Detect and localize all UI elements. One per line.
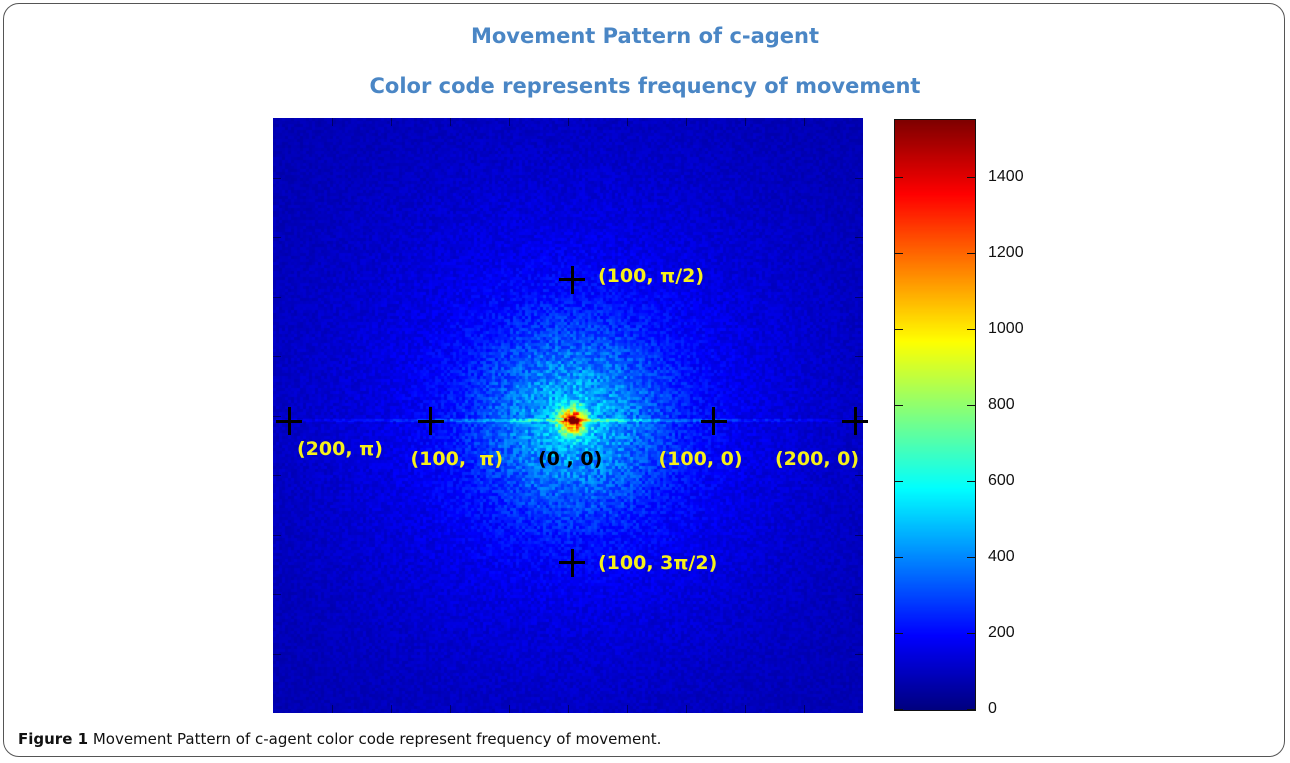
plot-edge-tick xyxy=(273,594,281,595)
point-label: (200, π) xyxy=(297,438,383,460)
colorbar-tick-left xyxy=(895,557,903,558)
plot-edge-tick xyxy=(855,535,863,536)
colorbar-tick-left xyxy=(895,481,903,482)
plot-edge-tick xyxy=(332,705,333,713)
colorbar-tick-left xyxy=(895,709,903,710)
colorbar-tick-label: 600 xyxy=(988,472,1015,489)
colorbar-tick-right xyxy=(967,557,975,558)
caption-label: Figure 1 xyxy=(18,730,89,748)
caption-text: Movement Pattern of c-agent color code r… xyxy=(92,730,662,748)
colorbar-tick-left xyxy=(895,329,903,330)
point-label: (0 , 0) xyxy=(538,448,603,470)
plot-edge-tick xyxy=(686,118,687,126)
colorbar-tick-right xyxy=(967,481,975,482)
colorbar-tick-left xyxy=(895,405,903,406)
plot-edge-tick xyxy=(855,594,863,595)
plot-edge-tick xyxy=(273,475,281,476)
colorbar-tick-right xyxy=(967,177,975,178)
plot-edge-tick xyxy=(855,654,863,655)
point-label: (100, π) xyxy=(410,448,504,470)
plot-edge-tick xyxy=(627,118,628,126)
colorbar-tick-right xyxy=(967,329,975,330)
colorbar-tick-left xyxy=(895,253,903,254)
plot-edge-tick xyxy=(568,118,569,126)
plot-edge-tick xyxy=(745,705,746,713)
plot-edge-tick xyxy=(391,118,392,126)
plot-edge-tick xyxy=(855,237,863,238)
plot-edge-tick xyxy=(273,535,281,536)
colorbar-tick-right xyxy=(967,253,975,254)
plot-edge-tick xyxy=(450,705,451,713)
figure-caption: Figure 1 Movement Pattern of c-agent col… xyxy=(18,730,661,748)
colorbar-tick-label: 1400 xyxy=(988,168,1024,185)
plot-edge-tick xyxy=(686,705,687,713)
colorbar-tick-label: 0 xyxy=(988,700,997,717)
plot-edge-tick xyxy=(273,356,281,357)
chart-subtitle: Color code represents frequency of movem… xyxy=(369,74,921,98)
point-label: (200, 0) xyxy=(775,448,860,470)
plot-edge-tick xyxy=(855,416,863,417)
plot-edge-tick xyxy=(568,705,569,713)
plot-edge-tick xyxy=(627,705,628,713)
plot-edge-tick xyxy=(804,118,805,126)
plot-edge-tick xyxy=(745,118,746,126)
plot-edge-tick xyxy=(450,118,451,126)
point-label: (100, 0) xyxy=(658,448,743,470)
colorbar-tick-label: 800 xyxy=(988,396,1015,413)
colorbar-tick-left xyxy=(895,177,903,178)
colorbar-tick-right xyxy=(967,405,975,406)
colorbar-tick-label: 1000 xyxy=(988,320,1024,337)
point-label: (100, π/2) xyxy=(598,264,705,287)
plot-edge-tick xyxy=(273,297,281,298)
plot-edge-tick xyxy=(391,705,392,713)
heatmap-plot xyxy=(273,118,863,713)
point-label: (100, 3π/2) xyxy=(598,551,718,574)
figure-frame xyxy=(3,3,1285,757)
colorbar xyxy=(895,120,975,710)
colorbar-tick-label: 400 xyxy=(988,548,1015,565)
plot-edge-tick xyxy=(273,654,281,655)
chart-title: Movement Pattern of c-agent xyxy=(470,24,820,48)
plot-edge-tick xyxy=(509,705,510,713)
colorbar-tick-right xyxy=(967,709,975,710)
plot-edge-tick xyxy=(509,118,510,126)
colorbar-tick-label: 1200 xyxy=(988,244,1024,261)
plot-edge-tick xyxy=(855,356,863,357)
plot-edge-tick xyxy=(332,118,333,126)
plot-edge-tick xyxy=(855,475,863,476)
plot-edge-tick xyxy=(855,297,863,298)
plot-edge-tick xyxy=(273,237,281,238)
colorbar-tick-label: 200 xyxy=(988,624,1015,641)
plot-edge-tick xyxy=(273,178,281,179)
plot-edge-tick xyxy=(855,178,863,179)
colorbar-tick-left xyxy=(895,633,903,634)
plot-edge-tick xyxy=(804,705,805,713)
colorbar-tick-right xyxy=(967,633,975,634)
plot-edge-tick xyxy=(273,416,281,417)
